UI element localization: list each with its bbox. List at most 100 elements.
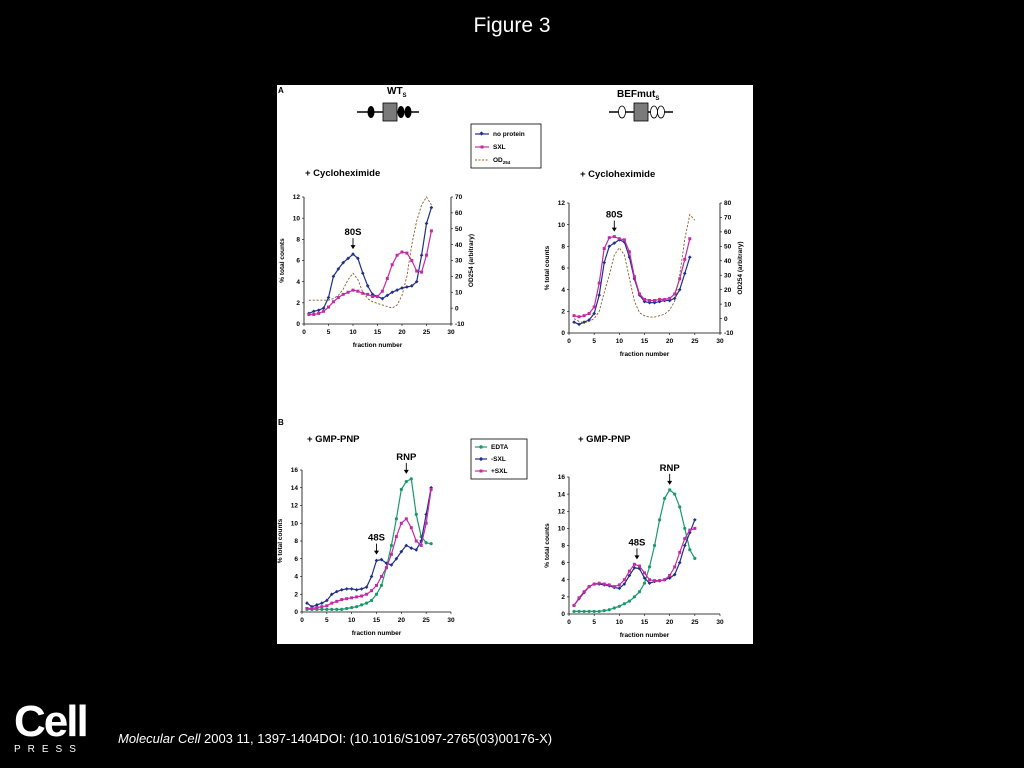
logo-press: PRESS (14, 744, 83, 755)
x-tick-label: 5 (592, 619, 596, 626)
data-point (582, 590, 586, 594)
data-point (350, 605, 354, 610)
data-point (577, 596, 581, 600)
y-tick-label: 4 (561, 287, 565, 294)
y-tick-label: 16 (558, 474, 566, 481)
data-point (312, 312, 316, 316)
annotation-arrowhead (667, 480, 673, 485)
data-point (404, 479, 408, 484)
data-point (637, 292, 641, 296)
series-line-2 (573, 213, 696, 324)
data-point (376, 294, 379, 298)
y2-tick-label: 50 (724, 244, 732, 251)
series-line-1 (308, 230, 432, 316)
data-point (335, 607, 339, 611)
data-point (658, 518, 662, 522)
data-point (310, 606, 314, 610)
data-point (597, 281, 601, 285)
y-tick-label: 0 (294, 609, 298, 616)
data-point (349, 587, 354, 591)
y-tick-label: 6 (561, 265, 565, 272)
legend-a: no protein SXL OD254 (470, 123, 542, 169)
y-tick-label: 4 (294, 574, 298, 581)
construct-wt-element (404, 106, 412, 118)
x-tick-label: 20 (398, 617, 406, 624)
construct-wt-element (367, 106, 375, 118)
data-point (366, 292, 370, 296)
data-point (360, 603, 364, 607)
y-axis-label: % total counts (544, 245, 551, 290)
data-point (374, 592, 379, 596)
data-point (355, 605, 359, 609)
x-tick-label: 5 (325, 617, 329, 624)
data-point (360, 271, 365, 276)
data-point (653, 579, 657, 583)
x-tick-label: 10 (616, 619, 624, 626)
data-point (420, 270, 424, 274)
data-point (678, 277, 682, 281)
data-point (410, 259, 414, 262)
data-point (612, 606, 616, 610)
x-tick-label: 25 (691, 619, 699, 626)
data-point (335, 599, 339, 603)
data-point (642, 581, 647, 585)
data-point (395, 253, 399, 257)
x-tick-label: 0 (567, 338, 571, 345)
data-point (678, 550, 682, 554)
peak-annotation: RNP (396, 452, 417, 463)
data-point (648, 299, 652, 302)
logo-cell: Cell (14, 697, 89, 746)
data-point (385, 276, 389, 280)
data-point (320, 605, 324, 609)
cell-press-logo: Cell PRESS (14, 697, 89, 756)
data-point (307, 312, 311, 316)
data-point (577, 609, 581, 614)
data-point (682, 271, 687, 276)
annotation-arrowhead (374, 550, 379, 555)
data-point (324, 598, 329, 603)
y-tick-label: 10 (293, 215, 301, 222)
data-point (622, 582, 627, 586)
data-point (375, 583, 378, 587)
data-point (369, 598, 374, 603)
data-point (399, 549, 404, 554)
data-point (429, 229, 433, 233)
data-point (688, 548, 692, 552)
x-tick-label: 25 (423, 617, 431, 624)
figure-svg: A B WTS BEFmutS no protein (277, 86, 744, 639)
data-point (642, 576, 647, 580)
data-point (327, 305, 330, 309)
data-point (597, 293, 602, 297)
peak-annotation: 80S (345, 227, 362, 238)
data-point (409, 477, 413, 481)
x-tick-label: 0 (300, 617, 304, 624)
y2-tick-label: 40 (724, 258, 732, 265)
y2-tick-label: 20 (455, 274, 463, 281)
data-point (587, 585, 591, 589)
citation-details: 2003 11, 1397-1404DOI: (10.1016/S1097-27… (200, 731, 553, 746)
data-point (632, 562, 636, 566)
data-point (672, 572, 677, 577)
data-point (334, 589, 339, 594)
x-tick-label: 30 (447, 329, 455, 336)
construct-mut-element (657, 105, 665, 119)
data-point (405, 251, 409, 255)
x-tick-label: 25 (423, 329, 431, 336)
data-point (663, 297, 667, 301)
data-point (404, 517, 408, 521)
y2-tick-label: 70 (724, 215, 732, 222)
data-point (389, 543, 393, 548)
data-point (683, 537, 687, 541)
annotation-arrowhead (611, 227, 617, 232)
data-point (592, 305, 596, 309)
data-point (331, 300, 335, 304)
data-point (673, 292, 677, 296)
data-point (311, 309, 316, 314)
y2-tick-label: 60 (724, 229, 732, 236)
x-axis-label: fraction number (620, 632, 670, 639)
data-point (678, 505, 682, 509)
data-point (356, 289, 360, 293)
panel-label-b: B (278, 418, 284, 427)
data-point (351, 252, 355, 256)
data-point (316, 308, 321, 313)
